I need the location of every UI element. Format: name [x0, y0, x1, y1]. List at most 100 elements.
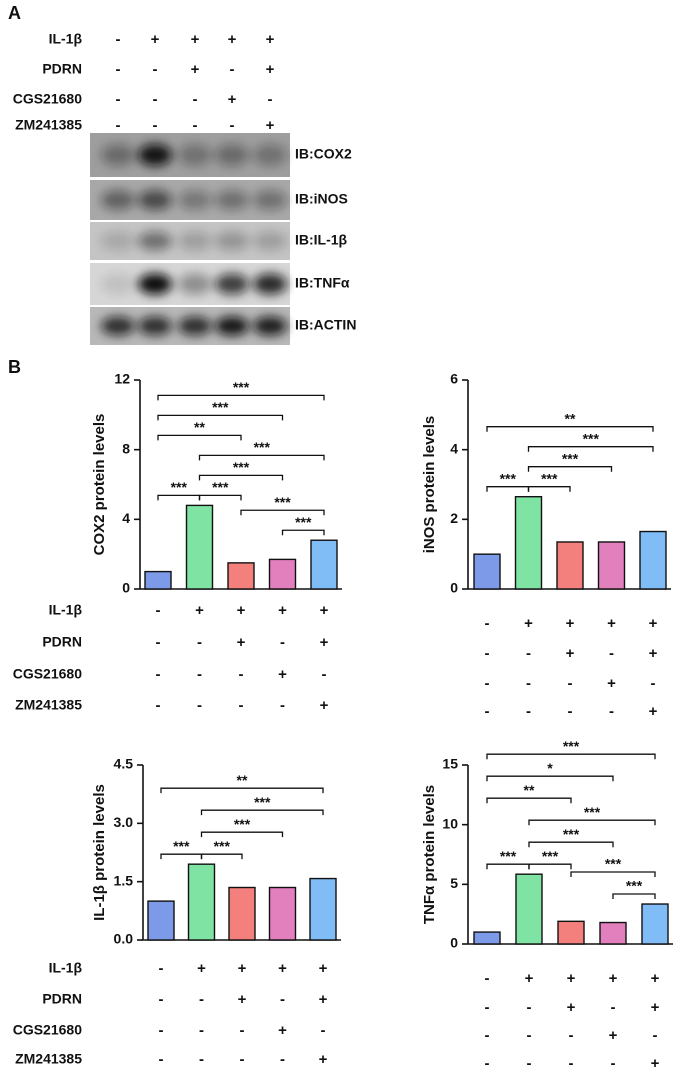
y-tick-label: 0.0: [114, 931, 134, 947]
significance-bracket: [486, 863, 530, 870]
significance-label: ***: [173, 838, 190, 854]
panel-label: A: [8, 3, 21, 23]
condition-sign: +: [567, 970, 576, 987]
condition-sign: +: [320, 697, 329, 714]
blot-band: [101, 190, 135, 210]
condition-sign: +: [319, 1051, 328, 1068]
condition-sign: -: [485, 703, 490, 720]
blot-band: [178, 190, 212, 210]
bar: [641, 903, 669, 945]
condition-sign: -: [653, 1027, 658, 1044]
condition-sign: +: [566, 645, 575, 662]
condition-sign: -: [116, 61, 121, 78]
bar: [310, 539, 338, 590]
bar: [185, 504, 214, 590]
condition-sign: +: [567, 999, 576, 1016]
condition-sign: -: [609, 645, 614, 662]
significance-bracket: [486, 486, 530, 492]
significance-label: ***: [295, 514, 312, 530]
significance-bracket: [528, 863, 572, 870]
condition-sign: -: [322, 666, 327, 683]
blot-label: IB:ACTIN: [295, 317, 356, 333]
condition-sign: -: [485, 1027, 490, 1044]
blot-band: [215, 190, 249, 210]
significance-label: ***: [254, 439, 271, 455]
significance-label: ***: [626, 878, 643, 894]
condition-sign: -: [239, 697, 244, 714]
condition-sign: -: [526, 703, 531, 720]
condition-sign: +: [237, 602, 246, 619]
condition-sign: +: [525, 970, 534, 987]
condition-sign: -: [239, 666, 244, 683]
condition-sign: -: [156, 697, 161, 714]
condition-sign: -: [280, 697, 285, 714]
condition-sign: -: [526, 645, 531, 662]
significance-label: **: [524, 782, 535, 798]
condition-label: IL-1β: [49, 960, 83, 976]
significance-bracket: [528, 841, 614, 848]
condition-sign: +: [278, 960, 287, 977]
significance-bracket: [198, 494, 242, 501]
blot-band: [215, 144, 249, 166]
blot-band: [138, 316, 172, 336]
significance-label: ***: [563, 826, 580, 842]
condition-sign: -: [609, 703, 614, 720]
condition-label: IL-1β: [49, 31, 83, 47]
condition-sign: +: [278, 602, 287, 619]
y-tick-label: 10: [442, 815, 458, 831]
condition-sign: -: [526, 675, 531, 692]
y-axis-label: COX2 protein levels: [91, 414, 108, 556]
y-tick-label: 15: [442, 756, 458, 772]
condition-sign: +: [319, 991, 328, 1008]
significance-label: ***: [605, 856, 622, 872]
y-tick-label: 0: [122, 580, 130, 596]
condition-sign: +: [195, 602, 204, 619]
significance-label: *: [547, 760, 553, 776]
condition-label: PDRN: [42, 61, 82, 77]
condition-sign: +: [607, 675, 616, 692]
significance-bracket: [200, 853, 243, 860]
significance-label: ***: [274, 494, 291, 510]
condition-sign: +: [197, 960, 206, 977]
condition-sign: -: [527, 1027, 532, 1044]
condition-sign: +: [651, 999, 660, 1016]
condition-sign: +: [607, 615, 616, 632]
significance-bracket: [527, 486, 571, 492]
condition-sign: -: [116, 117, 121, 134]
y-axis-label: TNFα protein levels: [421, 785, 438, 924]
condition-sign: +: [151, 31, 160, 48]
condition-sign: +: [609, 970, 618, 987]
blot-band: [178, 273, 212, 295]
blot-band: [101, 144, 135, 166]
blot-band: [178, 144, 212, 166]
blot-band: [138, 190, 172, 210]
y-axis-label: iNOS protein levels: [421, 416, 438, 554]
significance-bracket: [528, 819, 656, 826]
bar: [597, 541, 626, 590]
condition-sign: +: [609, 1027, 618, 1044]
condition-sign: +: [228, 31, 237, 48]
blot-band: [101, 316, 135, 336]
significance-label: ***: [541, 470, 558, 486]
condition-sign: +: [191, 61, 200, 78]
significance-bracket: [486, 753, 656, 760]
condition-sign: -: [199, 1022, 204, 1039]
blot-label: IB:iNOS: [295, 191, 348, 207]
significance-label: ***: [562, 450, 579, 466]
significance-label: **: [237, 772, 248, 788]
condition-sign: -: [230, 61, 235, 78]
condition-sign: -: [199, 1051, 204, 1068]
significance-bracket: [157, 494, 201, 501]
significance-label: ***: [254, 794, 271, 810]
condition-sign: -: [280, 1051, 285, 1068]
condition-sign: -: [651, 675, 656, 692]
blot-band: [215, 273, 249, 295]
condition-sign: -: [527, 999, 532, 1016]
condition-sign: -: [568, 703, 573, 720]
condition-sign: -: [527, 1055, 532, 1071]
bar: [147, 900, 175, 941]
condition-sign: -: [159, 1022, 164, 1039]
condition-sign: +: [191, 31, 200, 48]
condition-sign: +: [278, 1022, 287, 1039]
